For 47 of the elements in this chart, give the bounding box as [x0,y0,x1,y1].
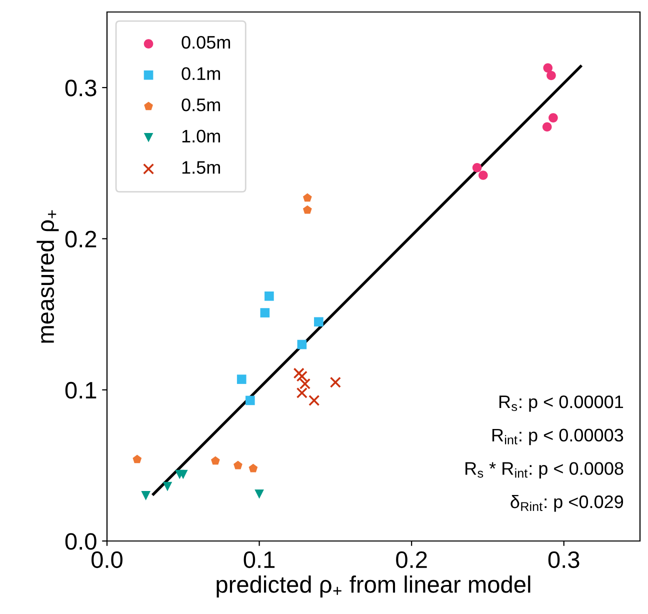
x-tick-label: 0.0 [92,551,122,568]
point [546,70,556,80]
point [234,460,242,470]
point [314,317,324,326]
legend-label: 1.5m [182,161,220,174]
point [302,193,312,202]
point [478,170,488,180]
point [297,340,307,350]
y-axis-title: measured ρ$_{+}$ [36,210,59,343]
y-tick-label: 0.0 [65,533,96,550]
point [264,291,274,301]
point [302,205,312,214]
point [542,122,552,132]
point [245,396,255,406]
y-tick-label: 0.1 [65,382,96,399]
point [254,489,264,499]
point [296,387,308,398]
annotation: R$_{s}$: p < 0.00001 [499,395,624,412]
point [178,470,188,480]
point [308,394,320,406]
legend-label: 1.0m [182,130,220,143]
point [260,308,270,318]
x-tick-label: 0.1 [244,551,275,568]
annotation: R$_{int}$: p < 0.00003 [492,428,624,446]
x-axis-title: predicted ρ$_{+}$ from linear model [216,576,530,598]
point [210,456,220,465]
legend-label: 0.1m [182,67,220,80]
point [296,370,308,382]
point [548,113,558,122]
x-tick-label: 0.3 [548,551,580,568]
point [472,163,482,172]
legend-label: 0.5m [182,98,220,112]
annotation: δ$_{Rint}$: p <0.029 [510,494,624,512]
point [330,376,341,388]
point [248,464,258,472]
point [293,368,304,379]
point [162,482,172,492]
annotation: R$_{s}$ * R$_{int}$: p < 0.0008 [466,462,624,478]
legend-label: 0.05m [182,36,230,49]
point [299,378,311,390]
y-tick-label: 0.2 [65,230,96,248]
point [236,374,246,384]
point [543,63,553,73]
x-tick-label: 0.2 [396,551,427,568]
point [141,491,150,500]
y-tick-label: 0.3 [65,80,96,96]
point [132,454,142,464]
